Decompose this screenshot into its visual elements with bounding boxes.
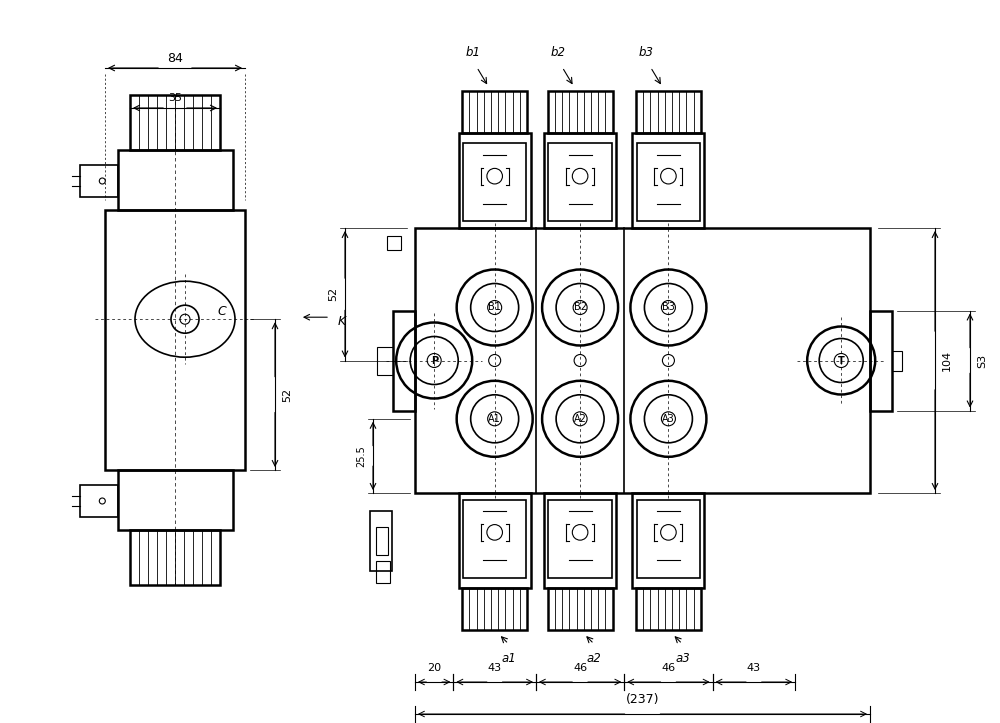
Bar bbox=[548, 588, 613, 630]
Bar bbox=[463, 143, 526, 221]
Bar bbox=[548, 91, 613, 133]
Text: (237): (237) bbox=[626, 693, 659, 706]
Text: a1: a1 bbox=[501, 651, 516, 664]
Text: 46: 46 bbox=[573, 663, 587, 673]
Text: A2: A2 bbox=[574, 414, 587, 424]
Text: A3: A3 bbox=[662, 414, 675, 424]
Bar bbox=[462, 91, 527, 133]
Bar bbox=[80, 485, 118, 517]
Bar bbox=[376, 560, 390, 583]
Bar bbox=[130, 530, 220, 585]
Text: 52: 52 bbox=[328, 287, 338, 301]
Bar bbox=[370, 510, 392, 570]
Text: S3: S3 bbox=[977, 354, 987, 367]
Text: P: P bbox=[431, 356, 438, 366]
Text: 20: 20 bbox=[427, 663, 441, 673]
Text: A1: A1 bbox=[488, 414, 501, 424]
Text: b3: b3 bbox=[639, 46, 654, 59]
Bar bbox=[636, 588, 701, 630]
Bar bbox=[459, 133, 531, 228]
Text: K: K bbox=[338, 315, 346, 328]
Bar bbox=[632, 133, 704, 228]
Text: 52: 52 bbox=[282, 388, 292, 402]
Text: B2: B2 bbox=[574, 302, 587, 312]
Bar bbox=[105, 210, 245, 470]
Bar bbox=[632, 493, 704, 588]
Bar bbox=[637, 143, 700, 221]
Bar bbox=[80, 165, 118, 197]
Text: a3: a3 bbox=[675, 651, 690, 664]
Bar bbox=[387, 236, 401, 250]
Bar bbox=[118, 470, 232, 530]
Bar bbox=[118, 150, 232, 210]
Bar bbox=[377, 346, 393, 375]
Bar bbox=[376, 526, 388, 555]
Bar bbox=[548, 500, 612, 578]
Text: 84: 84 bbox=[167, 51, 183, 64]
Bar bbox=[415, 228, 870, 493]
Text: B1: B1 bbox=[488, 302, 501, 312]
Bar bbox=[463, 500, 526, 578]
Bar bbox=[130, 95, 220, 150]
Text: 25.5: 25.5 bbox=[356, 445, 366, 467]
Bar bbox=[393, 310, 415, 411]
Bar bbox=[637, 500, 700, 578]
Bar bbox=[459, 493, 531, 588]
Bar bbox=[870, 310, 892, 411]
Text: b1: b1 bbox=[465, 46, 480, 59]
Text: b2: b2 bbox=[551, 46, 566, 59]
Text: B3: B3 bbox=[662, 302, 675, 312]
Bar bbox=[636, 91, 701, 133]
Bar bbox=[892, 351, 902, 370]
Text: 43: 43 bbox=[488, 663, 502, 673]
Bar bbox=[544, 133, 616, 228]
Text: 35: 35 bbox=[168, 93, 182, 103]
Text: T: T bbox=[838, 356, 845, 366]
Text: 46: 46 bbox=[661, 663, 675, 673]
Text: 104: 104 bbox=[942, 350, 952, 371]
Bar bbox=[462, 588, 527, 630]
Bar bbox=[544, 493, 616, 588]
Text: a2: a2 bbox=[587, 651, 601, 664]
Text: C: C bbox=[217, 304, 226, 317]
Bar bbox=[548, 143, 612, 221]
Text: 43: 43 bbox=[747, 663, 761, 673]
